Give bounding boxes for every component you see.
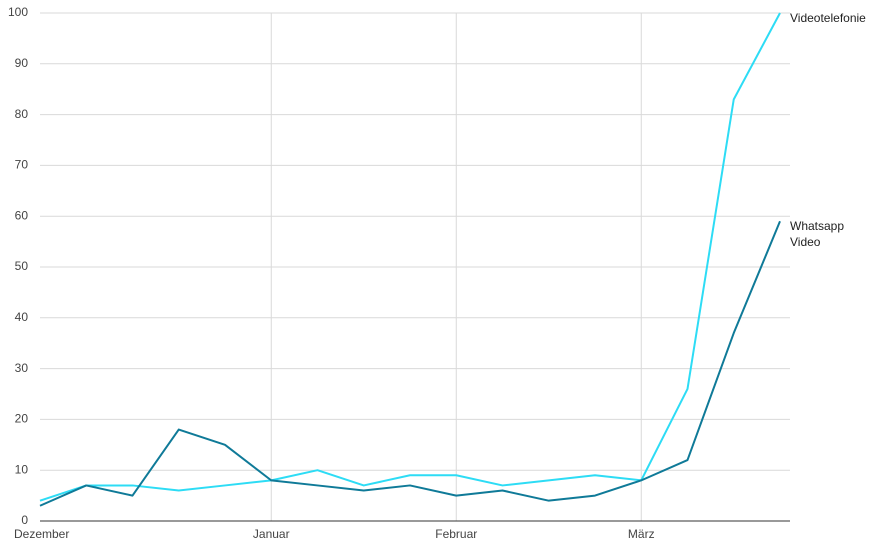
y-tick-label: 40 bbox=[15, 310, 29, 324]
y-tick-label: 0 bbox=[21, 513, 28, 527]
y-tick-label: 100 bbox=[8, 5, 28, 19]
series-label: Videotelefonie bbox=[790, 11, 866, 25]
series-line bbox=[39, 220, 781, 507]
y-tick-label: 30 bbox=[15, 361, 29, 375]
y-tick-label: 50 bbox=[15, 259, 29, 273]
x-tick-label: März bbox=[628, 527, 655, 541]
series-line bbox=[39, 12, 781, 502]
y-tick-label: 20 bbox=[15, 412, 29, 426]
x-tick-label: Februar bbox=[435, 527, 477, 541]
y-tick-label: 70 bbox=[15, 158, 29, 172]
x-tick-label: Dezember bbox=[14, 527, 69, 541]
series-label: Whatsapp Video bbox=[790, 219, 845, 250]
y-tick-label: 10 bbox=[15, 462, 29, 476]
x-tick-label: Januar bbox=[253, 527, 290, 541]
y-tick-label: 80 bbox=[15, 107, 29, 121]
y-tick-label: 90 bbox=[15, 56, 29, 70]
y-tick-label: 60 bbox=[15, 208, 29, 222]
